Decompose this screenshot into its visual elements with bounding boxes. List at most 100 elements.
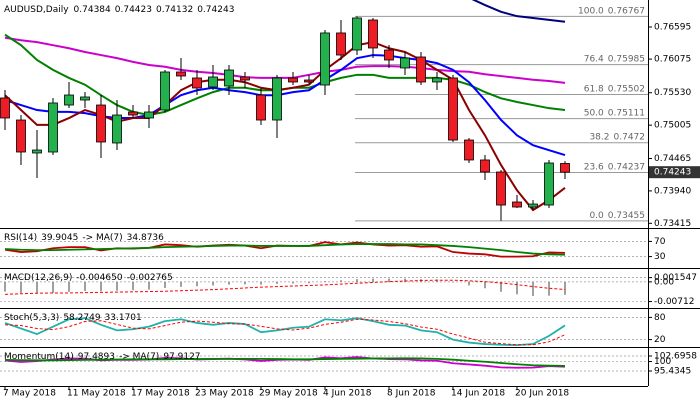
indicator-line bbox=[4, 357, 566, 367]
readout-item: -0.004650 bbox=[76, 273, 122, 283]
fib-price: 0.75502 bbox=[608, 84, 645, 94]
panel-readout: Stoch(5,3,3) 58.2749 33.1701 bbox=[4, 313, 142, 323]
candle-body bbox=[368, 19, 378, 49]
indicator-panel: 20 80 Stoch(5,3,3) 58.2749 33.1701 bbox=[0, 313, 666, 347]
candle-body bbox=[192, 77, 202, 89]
candle-body bbox=[288, 77, 298, 83]
candle-body bbox=[256, 94, 266, 121]
last-price-label: 0.74243 bbox=[654, 168, 691, 178]
candle-body bbox=[96, 104, 106, 143]
low-readout: 0.74132 bbox=[156, 5, 193, 15]
fib-label: 23.6 0.74237 bbox=[584, 162, 645, 172]
candle-body bbox=[464, 139, 474, 161]
candle-body bbox=[32, 149, 42, 154]
moving-average bbox=[471, 0, 566, 23]
x-tick-label: 4 Jun 2018 bbox=[323, 389, 372, 399]
price-panel: 100.0 0.76767 76.4 0.75985 61.8 0.75502 50.0 0.… bbox=[0, 0, 648, 222]
candle-body bbox=[304, 79, 314, 83]
panel-readout: RSI(14) 39.9045 -> MA(7) 34.8736 bbox=[4, 233, 164, 243]
y-tick-label: 20 bbox=[654, 335, 666, 345]
candle-body bbox=[224, 69, 234, 87]
readout-item: 97.4893 bbox=[78, 352, 115, 362]
readout-item: 97.9127 bbox=[163, 352, 200, 362]
fib-label: 0.0 0.73455 bbox=[589, 210, 645, 220]
candle-body bbox=[352, 17, 362, 51]
candle-body bbox=[400, 57, 410, 69]
candle-body bbox=[80, 96, 90, 101]
fib-ratio: 23.6 bbox=[584, 162, 604, 172]
y-tick-label: 0.001547 bbox=[654, 273, 697, 283]
fib-price: 0.7472 bbox=[614, 132, 646, 142]
candle-body bbox=[272, 77, 282, 121]
candle-body bbox=[416, 56, 426, 83]
chart-title: AUDUSD,Daily bbox=[4, 5, 69, 15]
fib-ratio: 38.2 bbox=[589, 132, 609, 142]
y-tick-label: 0.76075 bbox=[654, 55, 691, 65]
fib-label: 100.0 0.76767 bbox=[578, 6, 645, 16]
panel-readout: Momentum(14) 97.4893 -> MA(7) 97.9127 bbox=[4, 352, 201, 362]
readout-item: MACD(12,26,9) bbox=[4, 273, 72, 283]
close-readout: 0.74243 bbox=[197, 5, 234, 15]
candle-body bbox=[448, 77, 458, 141]
readout-item: 33.1701 bbox=[105, 313, 142, 323]
y-tick-label: 30 bbox=[654, 252, 666, 262]
candle-body bbox=[512, 201, 522, 208]
x-tick-label: 7 May 2018 bbox=[3, 389, 56, 399]
fib-price: 0.75111 bbox=[608, 108, 645, 118]
fib-label: 50.0 0.75111 bbox=[584, 108, 645, 118]
y-tick-label: 0.73415 bbox=[654, 219, 691, 229]
readout-item: -> MA(7) bbox=[119, 352, 159, 362]
candle-body bbox=[240, 76, 250, 81]
y-tick-label: 70 bbox=[654, 237, 666, 247]
candle-body bbox=[128, 111, 138, 116]
candle-body bbox=[160, 71, 170, 111]
fib-price: 0.75985 bbox=[608, 54, 645, 64]
y-tick-label: 0.75005 bbox=[654, 121, 691, 131]
x-tick-label: 23 May 2018 bbox=[195, 389, 254, 399]
fib-ratio: 50.0 bbox=[584, 108, 604, 118]
fib-price: 0.73455 bbox=[608, 210, 645, 220]
y-tick-label: 95.4345 bbox=[654, 366, 691, 376]
x-tick-label: 17 May 2018 bbox=[131, 389, 190, 399]
fib-price: 0.74237 bbox=[608, 162, 645, 172]
x-tick-label: 8 Jun 2018 bbox=[387, 389, 436, 399]
y-tick-label: -0.00712 bbox=[654, 297, 694, 307]
x-tick-label: 11 May 2018 bbox=[67, 389, 126, 399]
candle-body bbox=[0, 97, 10, 119]
chart-header: AUDUSD,Daily 0.74384 0.74423 0.74132 0.74243 bbox=[4, 5, 234, 15]
frame bbox=[0, 0, 700, 387]
y-tick-label: 0.74465 bbox=[654, 154, 691, 164]
readout-item: 58.2749 bbox=[63, 313, 100, 323]
fib-label: 76.4 0.75985 bbox=[584, 54, 645, 64]
readout-item: 39.9045 bbox=[41, 233, 78, 243]
open-readout: 0.74384 bbox=[74, 5, 111, 15]
candle-body bbox=[144, 111, 154, 119]
y-tick-label: 0.76595 bbox=[654, 22, 691, 32]
candle-body bbox=[432, 77, 442, 83]
y-tick-label: 0.73940 bbox=[654, 186, 691, 196]
readout-item: 34.8736 bbox=[127, 233, 164, 243]
y-tick-label: 102.6958 bbox=[654, 351, 697, 361]
candle-body bbox=[384, 49, 394, 61]
indicator-panels: 30 70 RSI(14) 39.9045 -> MA(7) 34.8736 0.00154… bbox=[0, 233, 697, 376]
candle-body bbox=[16, 119, 26, 153]
readout-item: Momentum(14) bbox=[4, 352, 74, 362]
fib-label: 38.2 0.7472 bbox=[589, 132, 645, 142]
indicator-line bbox=[4, 243, 566, 256]
high-readout: 0.74423 bbox=[115, 5, 152, 15]
candle-body bbox=[112, 114, 122, 144]
x-tick-label: 20 Jun 2018 bbox=[515, 389, 569, 399]
candle-body bbox=[528, 203, 538, 208]
candle-body bbox=[48, 102, 58, 153]
fib-ratio: 61.8 bbox=[584, 84, 604, 94]
candle-body bbox=[208, 76, 218, 88]
readout-item: -0.002765 bbox=[127, 273, 173, 283]
candle-body bbox=[176, 71, 186, 77]
last-price-box bbox=[649, 166, 700, 179]
readout-item: Stoch(5,3,3) bbox=[4, 313, 59, 323]
candle-body bbox=[336, 32, 346, 56]
candle-body bbox=[64, 94, 74, 106]
